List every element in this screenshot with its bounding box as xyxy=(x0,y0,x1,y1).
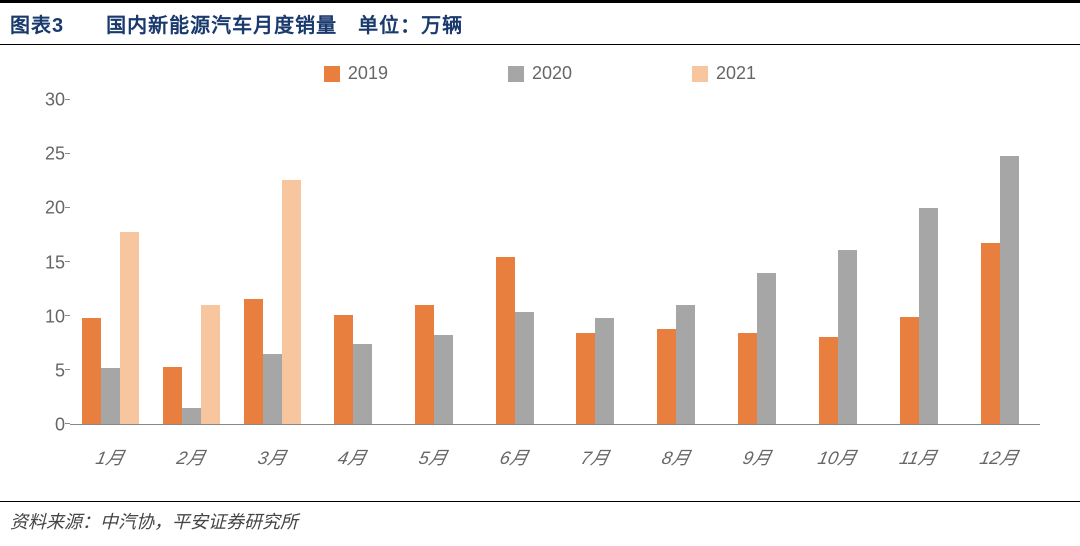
legend-item: 2020 xyxy=(508,63,572,84)
x-tick-label: 3月 xyxy=(229,444,315,470)
bar xyxy=(182,408,201,424)
legend-item: 2021 xyxy=(692,63,756,84)
month-group xyxy=(474,100,555,424)
bar xyxy=(263,354,282,424)
bar xyxy=(819,337,838,424)
x-tick-label: 9月 xyxy=(714,444,800,470)
legend-label: 2020 xyxy=(532,63,572,84)
x-tick-label: 8月 xyxy=(633,444,719,470)
y-tick-mark xyxy=(65,315,70,316)
month-group xyxy=(636,100,717,424)
chart-header: 图表3 国内新能源汽车月度销量 单位：万辆 xyxy=(0,0,1080,45)
bar xyxy=(738,333,757,424)
bar xyxy=(676,305,695,424)
bar xyxy=(434,335,453,424)
y-tick-label: 25 xyxy=(30,144,65,165)
y-tick-label: 15 xyxy=(30,252,65,273)
month-group xyxy=(878,100,959,424)
y-tick-label: 30 xyxy=(30,90,65,111)
bar xyxy=(282,180,301,424)
bar xyxy=(82,318,101,424)
legend-label: 2021 xyxy=(716,63,756,84)
x-tick-label: 4月 xyxy=(310,444,396,470)
x-tick-label: 11月 xyxy=(876,444,962,470)
y-tick-mark xyxy=(65,207,70,208)
bar xyxy=(334,315,353,424)
legend-swatch xyxy=(324,66,340,82)
bar xyxy=(595,318,614,424)
month-group xyxy=(555,100,636,424)
chart-area: 2019 2020 2021 0 5 10 15 20 25 30 1月2月3月4月5月6月7月… xyxy=(0,45,1080,495)
bar xyxy=(515,312,534,424)
y-tick-mark xyxy=(65,261,70,262)
month-group xyxy=(717,100,798,424)
y-tick-mark xyxy=(65,153,70,154)
bars-container xyxy=(70,100,1040,424)
x-axis: 1月2月3月4月5月6月7月8月9月10月11月12月 xyxy=(70,444,1040,470)
source-text: 资料来源：中汽协，平安证券研究所 xyxy=(10,512,298,532)
legend: 2019 2020 2021 xyxy=(0,63,1080,84)
y-tick-label: 5 xyxy=(30,360,65,381)
bar xyxy=(919,208,938,424)
y-axis: 051015202530 xyxy=(30,100,65,425)
bar xyxy=(981,243,1000,424)
bar xyxy=(900,317,919,424)
legend-label: 2019 xyxy=(348,63,388,84)
bar xyxy=(576,333,595,424)
y-tick-label: 10 xyxy=(30,306,65,327)
bar xyxy=(757,273,776,424)
plot-area xyxy=(70,100,1040,425)
x-tick-label: 10月 xyxy=(795,444,881,470)
y-tick-label: 0 xyxy=(30,415,65,436)
bar xyxy=(163,367,182,424)
month-group xyxy=(959,100,1040,424)
bar xyxy=(657,329,676,424)
legend-swatch xyxy=(508,66,524,82)
y-tick-mark xyxy=(65,423,70,424)
legend-item: 2019 xyxy=(324,63,388,84)
month-group xyxy=(70,100,151,424)
legend-swatch xyxy=(692,66,708,82)
chart-title: 图表3 国内新能源汽车月度销量 单位：万辆 xyxy=(10,9,1070,38)
chart-footer: 资料来源：中汽协，平安证券研究所 xyxy=(0,501,1080,546)
x-tick-label: 1月 xyxy=(67,444,153,470)
y-tick-mark xyxy=(65,369,70,370)
x-tick-label: 5月 xyxy=(391,444,477,470)
month-group xyxy=(312,100,393,424)
bar xyxy=(1000,156,1019,424)
month-group xyxy=(232,100,313,424)
month-group xyxy=(797,100,878,424)
bar xyxy=(415,305,434,424)
bar xyxy=(496,257,515,424)
y-tick-label: 20 xyxy=(30,198,65,219)
x-tick-label: 7月 xyxy=(552,444,638,470)
x-tick-label: 12月 xyxy=(956,444,1042,470)
x-tick-label: 2月 xyxy=(148,444,234,470)
month-group xyxy=(151,100,232,424)
month-group xyxy=(393,100,474,424)
bar xyxy=(838,250,857,424)
bar xyxy=(101,368,120,424)
bar xyxy=(120,232,139,424)
x-tick-label: 6月 xyxy=(471,444,557,470)
bar xyxy=(244,299,263,424)
bar xyxy=(201,305,220,424)
bar xyxy=(353,344,372,424)
y-tick-mark xyxy=(65,99,70,100)
